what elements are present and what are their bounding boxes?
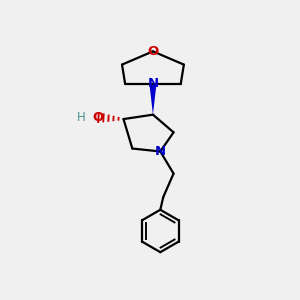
Text: H: H [76, 111, 85, 124]
Text: N: N [147, 77, 158, 90]
Text: N: N [155, 145, 166, 158]
Polygon shape [149, 84, 157, 115]
Text: O: O [92, 110, 103, 124]
Text: O: O [147, 45, 159, 58]
